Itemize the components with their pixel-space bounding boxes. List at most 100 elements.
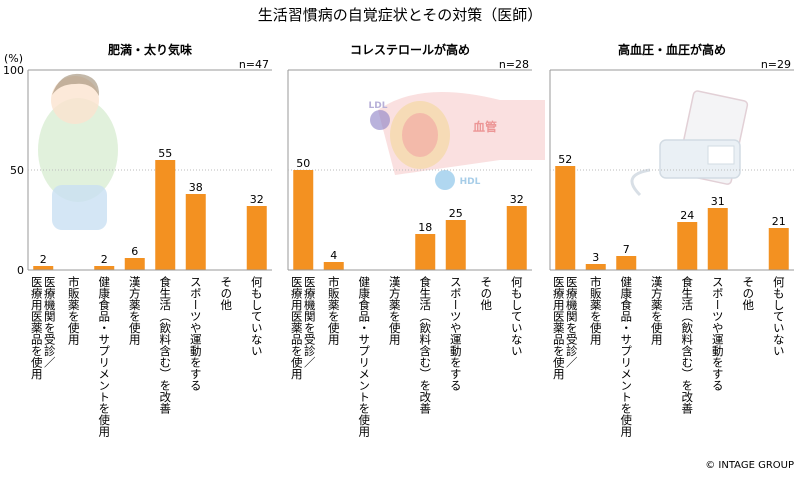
bar-value-label: 4 <box>330 249 337 262</box>
y-tick-label: 50 <box>10 164 24 177</box>
bar-value-label: 21 <box>772 215 786 228</box>
category-label: スポーツや運動をする <box>449 276 463 391</box>
category-label-line: 健康食品・サプリメントを使用 <box>619 276 633 438</box>
category-label-line: その他 <box>741 276 755 311</box>
bar <box>94 266 115 270</box>
category-label-line: 医療用医薬品を使用 <box>552 276 566 380</box>
category-label: 漢方薬を使用 <box>650 276 664 346</box>
bar <box>323 262 344 270</box>
category-label-line: 漢方薬を使用 <box>650 276 664 346</box>
illustration-vessel-lumen <box>402 113 438 157</box>
y-tick-label: 100 <box>3 64 24 77</box>
bar-value-label: 7 <box>623 243 630 256</box>
bar-value-label: 31 <box>711 195 725 208</box>
panel-title: 高血圧・血圧が高め <box>618 42 726 57</box>
category-label-line: 何もしていない <box>250 276 264 357</box>
category-label-line: 市販薬を使用 <box>67 275 81 346</box>
chart-panel: LDL 血管 HDL コレステロールが高め n=28 50 医療機関を受診／医療用医薬品を使… <box>287 42 545 438</box>
illustration-bp-screen <box>707 145 735 165</box>
bar-value-label: 6 <box>131 245 138 258</box>
copyright: © INTAGE GROUP <box>705 460 794 471</box>
category-label-line: スポーツや運動をする <box>711 276 725 391</box>
bar <box>124 258 145 270</box>
category-label-line: 健康食品・サプリメントを使用 <box>97 276 111 438</box>
category-label: 医療機関を受診／医療用医薬品を使用 <box>552 276 579 380</box>
bar-value-label: 52 <box>558 153 572 166</box>
bar-value-label: 24 <box>680 209 694 222</box>
bar-value-label: 2 <box>101 253 108 266</box>
category-label: 医療機関を受診／医療用医薬品を使用 <box>30 276 57 380</box>
illustration-vessel-label: 血管 <box>473 119 497 134</box>
category-label-line: 医療機関を受診／ <box>565 276 579 368</box>
bar <box>707 208 728 270</box>
sample-size-label: n=47 <box>239 58 269 71</box>
sample-size-label: n=28 <box>499 58 529 71</box>
category-label-line: 食生活（飲料含む）を改善 <box>158 275 172 415</box>
category-label: 漢方薬を使用 <box>388 276 402 346</box>
bar <box>445 220 466 270</box>
bar <box>768 228 789 270</box>
illustration-pants <box>52 185 107 230</box>
category-label-line: 市販薬を使用 <box>327 275 341 346</box>
panel-title: コレステロールが高め <box>350 42 470 57</box>
category-label-line: 食生活（飲料含む）を改善 <box>680 275 694 415</box>
illustration-hdl-label: HDL <box>460 177 481 187</box>
category-label-line: 医療機関を受診／ <box>43 276 57 368</box>
bar <box>293 170 314 270</box>
panel-title: 肥満・太り気味 <box>108 42 192 57</box>
category-label: その他 <box>479 276 493 311</box>
bar <box>677 222 698 270</box>
bar-value-label: 50 <box>296 157 310 170</box>
category-label: スポーツや運動をする <box>711 276 725 391</box>
category-label: その他 <box>741 276 755 311</box>
category-label-line: 医療用医薬品を使用 <box>30 276 44 380</box>
category-label: 何もしていない <box>510 276 524 357</box>
chart-title: 生活習慣病の自覚症状とその対策（医師） <box>258 6 543 24</box>
category-label: スポーツや運動をする <box>189 276 203 391</box>
bar-value-label: 3 <box>592 251 599 264</box>
category-label-line: 医療用医薬品を使用 <box>290 276 304 380</box>
category-label: 健康食品・サプリメントを使用 <box>97 276 111 438</box>
category-label-line: 健康食品・サプリメントを使用 <box>357 276 371 438</box>
bar-value-label: 2 <box>40 253 47 266</box>
category-label-line: 何もしていない <box>510 276 524 357</box>
illustration-ldl-blob <box>370 110 390 130</box>
bar-value-label: 38 <box>189 181 203 194</box>
category-label: 市販薬を使用 <box>67 275 81 346</box>
category-label-line: 市販薬を使用 <box>589 275 603 346</box>
category-label: 何もしていない <box>772 276 786 357</box>
category-label: 医療機関を受診／医療用医薬品を使用 <box>290 276 317 380</box>
bar-value-label: 25 <box>449 207 463 220</box>
bar-value-label: 18 <box>418 221 432 234</box>
illustration-body <box>38 98 118 202</box>
bar-value-label: 55 <box>158 147 172 160</box>
category-label: 食生活（飲料含む）を改善 <box>158 275 172 415</box>
y-tick-label: 0 <box>17 264 24 277</box>
bar <box>506 206 527 270</box>
category-label-line: その他 <box>479 276 493 311</box>
bar <box>616 256 637 270</box>
bar-value-label: 32 <box>250 193 264 206</box>
category-label: 何もしていない <box>250 276 264 357</box>
bar <box>415 234 436 270</box>
bar-value-label: 32 <box>510 193 524 206</box>
bar <box>246 206 267 270</box>
illustration-bp-tube <box>630 168 651 197</box>
category-label-line: スポーツや運動をする <box>189 276 203 391</box>
bar <box>555 166 576 270</box>
category-label: 健康食品・サプリメントを使用 <box>619 276 633 438</box>
category-label-line: 医療機関を受診／ <box>303 276 317 368</box>
category-label-line: 漢方薬を使用 <box>128 276 142 346</box>
category-label-line: 食生活（飲料含む）を改善 <box>418 275 432 415</box>
illustration-hair <box>52 73 100 96</box>
category-label: 食生活（飲料含む）を改善 <box>680 275 694 415</box>
category-label-line: 漢方薬を使用 <box>388 276 402 346</box>
category-label: 市販薬を使用 <box>327 275 341 346</box>
category-label: 市販薬を使用 <box>589 275 603 346</box>
category-label: 食生活（飲料含む）を改善 <box>418 275 432 415</box>
chart-panel: 高血圧・血圧が高め n=29 52 医療機関を受診／医療用医薬品を使用 3 市販薬を使用 7… <box>549 42 794 438</box>
